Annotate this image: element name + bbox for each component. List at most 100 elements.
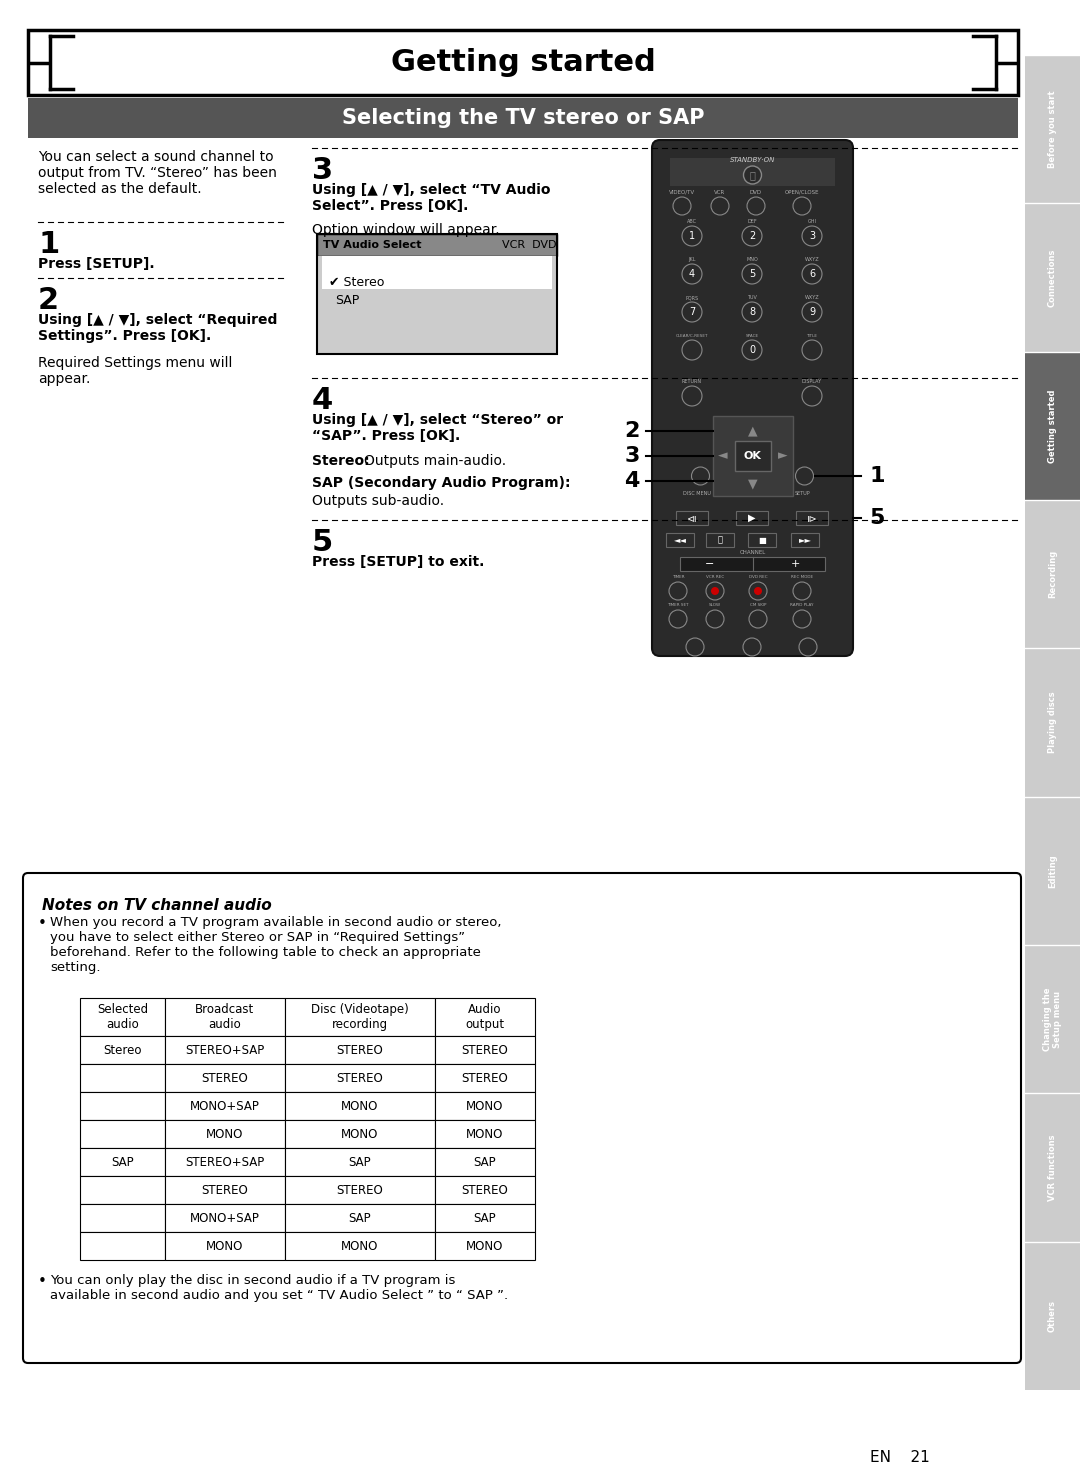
Text: Outputs sub-audio.: Outputs sub-audio. bbox=[312, 494, 444, 508]
Bar bbox=[285, 997, 435, 1036]
Text: PQRS: PQRS bbox=[686, 295, 699, 300]
Bar bbox=[80, 1147, 165, 1177]
Circle shape bbox=[802, 386, 822, 405]
Circle shape bbox=[681, 264, 702, 284]
FancyBboxPatch shape bbox=[652, 140, 853, 657]
Text: ■: ■ bbox=[758, 536, 766, 545]
Circle shape bbox=[742, 226, 762, 245]
Text: VCR: VCR bbox=[714, 190, 726, 194]
Bar bbox=[165, 1205, 285, 1232]
Text: SAP: SAP bbox=[474, 1156, 497, 1168]
Bar bbox=[1025, 648, 1080, 796]
Bar bbox=[706, 533, 734, 546]
Bar bbox=[1025, 796, 1080, 945]
Text: ABC: ABC bbox=[687, 219, 697, 223]
Bar bbox=[670, 159, 835, 187]
Text: Broadcast
audio: Broadcast audio bbox=[195, 1003, 255, 1031]
Text: STEREO+SAP: STEREO+SAP bbox=[186, 1043, 265, 1056]
Text: SETUP: SETUP bbox=[795, 491, 810, 497]
Text: MONO: MONO bbox=[467, 1099, 503, 1112]
Circle shape bbox=[681, 339, 702, 360]
Text: SPACE: SPACE bbox=[745, 333, 758, 338]
Bar bbox=[1025, 945, 1080, 1093]
Text: 1: 1 bbox=[689, 231, 696, 241]
Text: 2: 2 bbox=[748, 231, 755, 241]
Bar bbox=[435, 1147, 535, 1177]
Bar bbox=[435, 1064, 535, 1091]
Bar bbox=[165, 1147, 285, 1177]
Bar bbox=[435, 1232, 535, 1260]
Text: MONO+SAP: MONO+SAP bbox=[190, 1099, 260, 1112]
Bar bbox=[285, 1232, 435, 1260]
Text: ▲: ▲ bbox=[747, 425, 757, 438]
Text: 4: 4 bbox=[689, 269, 696, 279]
Bar bbox=[80, 1091, 165, 1119]
Text: Recording: Recording bbox=[1048, 549, 1057, 598]
Circle shape bbox=[681, 303, 702, 322]
FancyBboxPatch shape bbox=[23, 873, 1021, 1363]
Bar bbox=[1025, 203, 1080, 351]
Text: STEREO: STEREO bbox=[337, 1043, 383, 1056]
Text: DVD REC: DVD REC bbox=[748, 574, 767, 579]
Text: You can select a sound channel to
output from TV. “Stereo” has been
selected as : You can select a sound channel to output… bbox=[38, 150, 276, 197]
Circle shape bbox=[799, 638, 816, 657]
Bar bbox=[165, 1091, 285, 1119]
Text: When you record a TV program available in second audio or stereo,
you have to se: When you record a TV program available i… bbox=[50, 917, 501, 974]
Text: ⧏: ⧏ bbox=[687, 513, 697, 523]
Text: 1: 1 bbox=[869, 466, 885, 486]
Bar bbox=[165, 1177, 285, 1205]
Text: 3: 3 bbox=[809, 231, 815, 241]
Text: 3: 3 bbox=[312, 156, 333, 185]
Text: Changing the
Setup menu: Changing the Setup menu bbox=[1043, 987, 1063, 1050]
Text: 4: 4 bbox=[624, 472, 639, 491]
Bar bbox=[28, 98, 1018, 138]
Bar bbox=[1025, 1241, 1080, 1390]
Text: Required Settings menu will
appear.: Required Settings menu will appear. bbox=[38, 355, 232, 386]
Text: Playing discs: Playing discs bbox=[1048, 692, 1057, 754]
Text: 0: 0 bbox=[748, 345, 755, 355]
Bar bbox=[80, 1205, 165, 1232]
Text: MONO: MONO bbox=[206, 1240, 244, 1253]
Bar bbox=[435, 1091, 535, 1119]
Bar bbox=[734, 441, 770, 472]
Bar bbox=[285, 1147, 435, 1177]
Circle shape bbox=[742, 264, 762, 284]
Text: TIMER SET: TIMER SET bbox=[667, 602, 689, 607]
Text: STEREO: STEREO bbox=[461, 1071, 509, 1084]
Text: Getting started: Getting started bbox=[1048, 389, 1057, 463]
Text: Disc (Videotape)
recording: Disc (Videotape) recording bbox=[311, 1003, 409, 1031]
Bar bbox=[165, 1232, 285, 1260]
Text: TV Audio Select: TV Audio Select bbox=[323, 239, 421, 250]
Bar bbox=[285, 1036, 435, 1064]
Bar bbox=[713, 416, 793, 497]
Bar bbox=[791, 533, 819, 546]
Text: VCR REC: VCR REC bbox=[706, 574, 724, 579]
Bar bbox=[435, 1205, 535, 1232]
Circle shape bbox=[691, 467, 710, 485]
Text: Connections: Connections bbox=[1048, 248, 1057, 307]
Circle shape bbox=[802, 303, 822, 322]
Bar bbox=[165, 1119, 285, 1147]
Circle shape bbox=[742, 339, 762, 360]
Bar bbox=[165, 1036, 285, 1064]
Text: 5: 5 bbox=[312, 527, 334, 557]
Text: 5: 5 bbox=[869, 508, 885, 527]
Text: SAP: SAP bbox=[111, 1156, 134, 1168]
Bar bbox=[285, 1177, 435, 1205]
Text: Press [SETUP] to exit.: Press [SETUP] to exit. bbox=[312, 555, 484, 569]
Text: 9: 9 bbox=[809, 307, 815, 317]
Text: DISC MENU: DISC MENU bbox=[683, 491, 711, 497]
Bar bbox=[165, 1064, 285, 1091]
Text: Using [▲ / ▼], select “Required
Settings”. Press [OK].: Using [▲ / ▼], select “Required Settings… bbox=[38, 313, 278, 344]
Text: VCR functions: VCR functions bbox=[1048, 1134, 1057, 1200]
Bar bbox=[80, 1119, 165, 1147]
Bar bbox=[285, 1091, 435, 1119]
Text: SAP: SAP bbox=[335, 294, 360, 307]
Bar bbox=[435, 1119, 535, 1147]
Circle shape bbox=[743, 638, 761, 657]
Text: TITLE: TITLE bbox=[807, 333, 818, 338]
Bar bbox=[322, 256, 552, 289]
Text: 2: 2 bbox=[38, 286, 59, 314]
Circle shape bbox=[796, 467, 813, 485]
Circle shape bbox=[669, 610, 687, 629]
